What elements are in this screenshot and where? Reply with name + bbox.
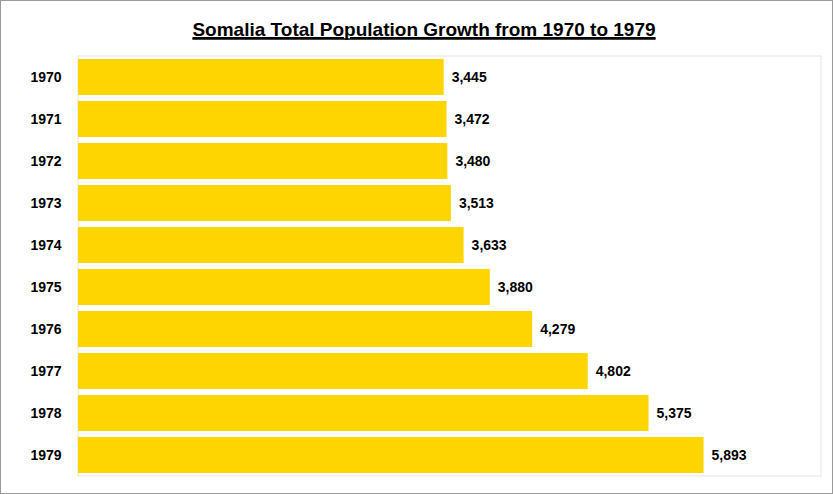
data-label: 3,445 [452, 69, 487, 85]
bar [78, 353, 588, 389]
category-label: 1974 [30, 237, 61, 253]
category-label: 1972 [30, 153, 61, 169]
category-label: 1979 [30, 447, 61, 463]
data-label: 5,375 [657, 405, 692, 421]
data-label: 3,633 [472, 237, 507, 253]
plot-frame [78, 56, 821, 476]
outer-border [1, 1, 833, 494]
bar [78, 311, 532, 347]
category-label: 1977 [30, 363, 61, 379]
category-label: 1975 [30, 279, 61, 295]
bar [78, 101, 447, 137]
category-label: 1976 [30, 321, 61, 337]
data-label: 3,880 [498, 279, 533, 295]
data-label: 4,802 [596, 363, 631, 379]
bar [78, 59, 444, 95]
data-label: 4,279 [540, 321, 575, 337]
data-label: 3,472 [455, 111, 490, 127]
bar [78, 227, 464, 263]
data-label: 3,513 [459, 195, 494, 211]
title-underline [192, 38, 655, 40]
bar [78, 185, 451, 221]
category-label: 1973 [30, 195, 61, 211]
bar [78, 437, 703, 473]
category-label: 1978 [30, 405, 61, 421]
chart-container: Somalia Total Population Growth from 197… [0, 0, 833, 494]
category-label: 1970 [30, 69, 61, 85]
bars [78, 59, 703, 473]
chart-svg: Somalia Total Population Growth from 197… [0, 0, 833, 494]
data-label: 5,893 [711, 447, 746, 463]
category-label: 1971 [30, 111, 61, 127]
data-label: 3,480 [455, 153, 490, 169]
title: Somalia Total Population Growth from 197… [192, 19, 655, 40]
bar [78, 269, 490, 305]
bar [78, 395, 649, 431]
bar [78, 143, 447, 179]
